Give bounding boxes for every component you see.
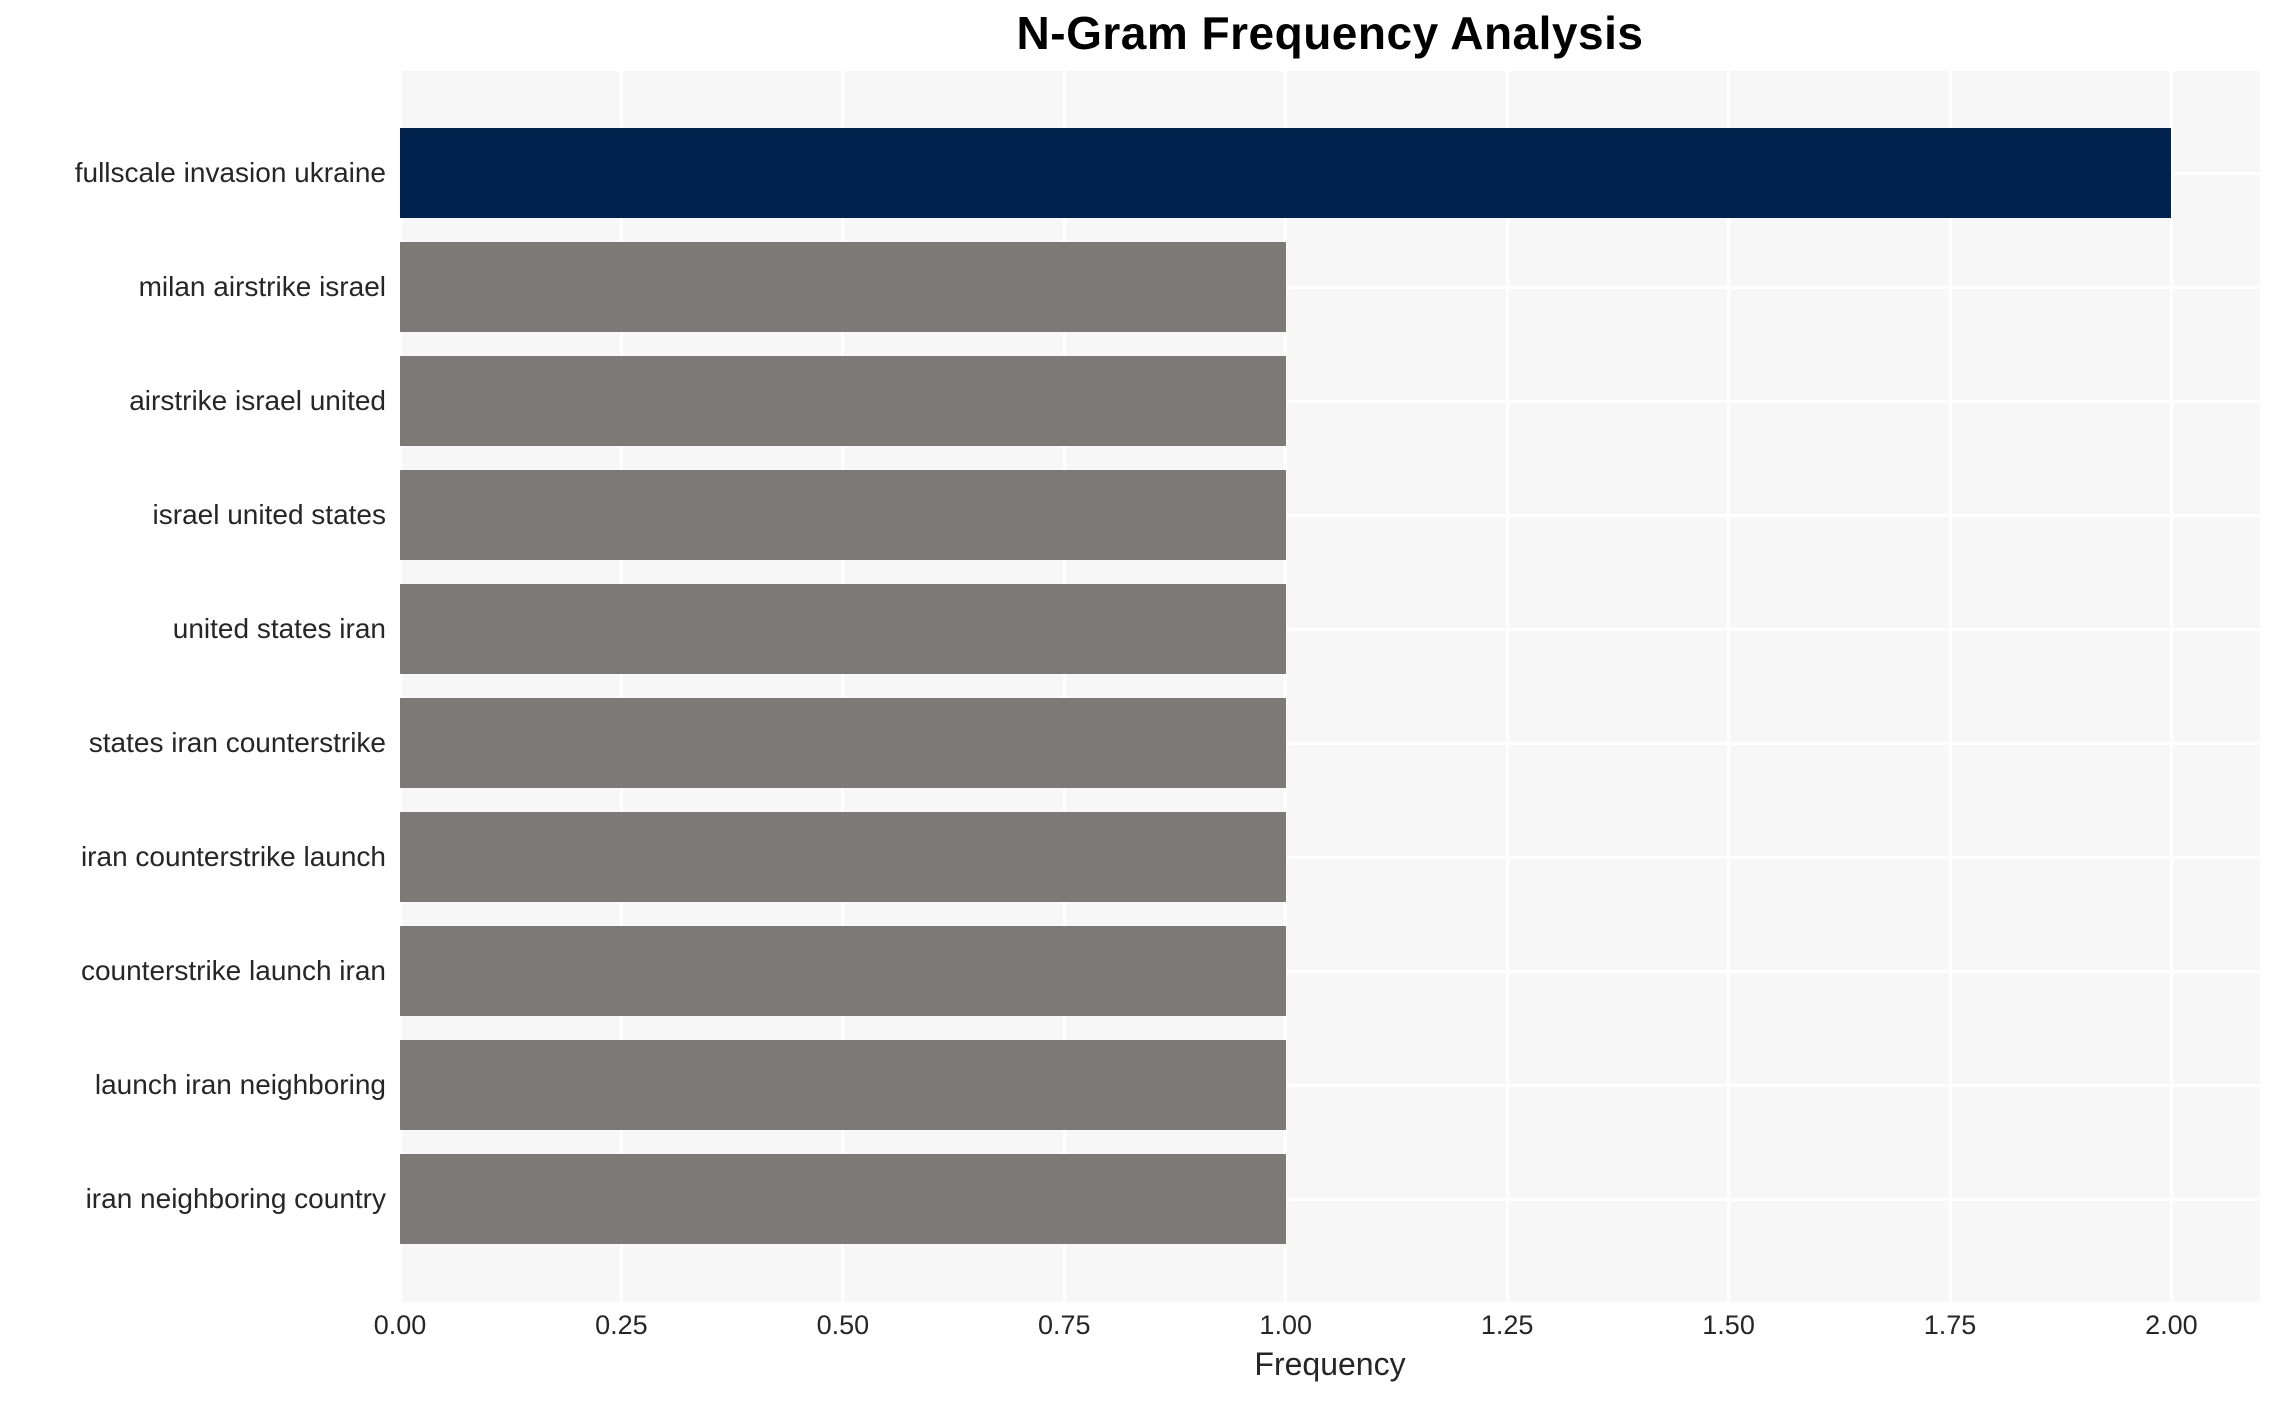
gridline-horizontal xyxy=(400,627,2260,631)
gridline-horizontal xyxy=(400,969,2260,973)
x-axis-ticks: 0.00 0.25 0.50 0.75 1.00 1.25 1.50 1.75 2.00 xyxy=(374,1302,2260,1350)
gridline-vertical xyxy=(841,71,845,1302)
bar xyxy=(400,128,2172,218)
y-tick-label: launch iran neighboring xyxy=(94,1069,386,1100)
x-tick-label: 1.75 xyxy=(1923,1310,1977,1340)
y-tick-label: israel united states xyxy=(152,499,386,530)
gridline-vertical xyxy=(2169,71,2173,1302)
y-axis-labels: fullscale invasion ukraine milan airstrik… xyxy=(0,71,386,1302)
gridline-vertical xyxy=(1727,71,1731,1302)
y-tick-label: united states iran xyxy=(172,613,386,644)
gridline-vertical xyxy=(1948,71,1952,1302)
x-tick-label: 0.00 xyxy=(373,1310,427,1340)
gridline-horizontal xyxy=(400,285,2260,289)
gridline-vertical xyxy=(1505,71,1509,1302)
gridline-horizontal xyxy=(400,1197,2260,1201)
x-axis-title: Frequency xyxy=(1254,1346,1406,1382)
x-tick-label: 0.75 xyxy=(1038,1310,1091,1340)
y-tick-label: airstrike israel united xyxy=(129,385,386,416)
gridline-horizontal xyxy=(400,1083,2260,1087)
x-tick-label: 1.50 xyxy=(1702,1310,1755,1340)
gridline-horizontal xyxy=(400,399,2260,403)
y-tick-label: fullscale invasion ukraine xyxy=(74,157,386,188)
gridline-vertical xyxy=(400,71,402,1302)
y-tick-label: counterstrike launch iran xyxy=(80,955,386,986)
bar xyxy=(400,926,1286,1016)
bar xyxy=(400,242,1286,332)
plot-area xyxy=(400,71,2260,1302)
gridline-horizontal xyxy=(400,513,2260,517)
gridline-vertical xyxy=(1062,71,1066,1302)
y-tick-label: states iran counterstrike xyxy=(88,727,386,758)
y-tick-label: iran counterstrike launch xyxy=(80,841,386,872)
chart-title: N-Gram Frequency Analysis xyxy=(1016,7,1644,59)
gridline-horizontal xyxy=(400,741,2260,745)
x-tick-label: 1.00 xyxy=(1259,1310,1312,1340)
gridline-horizontal xyxy=(400,855,2260,859)
bar xyxy=(400,584,1286,674)
gridline-vertical xyxy=(619,71,623,1302)
x-tick-label: 0.50 xyxy=(816,1310,870,1340)
bar xyxy=(400,812,1286,902)
x-tick-label: 2.00 xyxy=(2145,1310,2198,1340)
bar xyxy=(400,1154,1286,1244)
bar xyxy=(400,698,1286,788)
bar xyxy=(400,356,1286,446)
y-tick-label: iran neighboring country xyxy=(85,1183,386,1214)
y-tick-label: milan airstrike israel xyxy=(138,271,386,302)
bar xyxy=(400,1040,1286,1130)
x-tick-label: 1.25 xyxy=(1480,1310,1534,1340)
gridline-vertical xyxy=(1284,71,1288,1302)
x-tick-label: 0.25 xyxy=(595,1310,648,1340)
bar xyxy=(400,470,1286,560)
